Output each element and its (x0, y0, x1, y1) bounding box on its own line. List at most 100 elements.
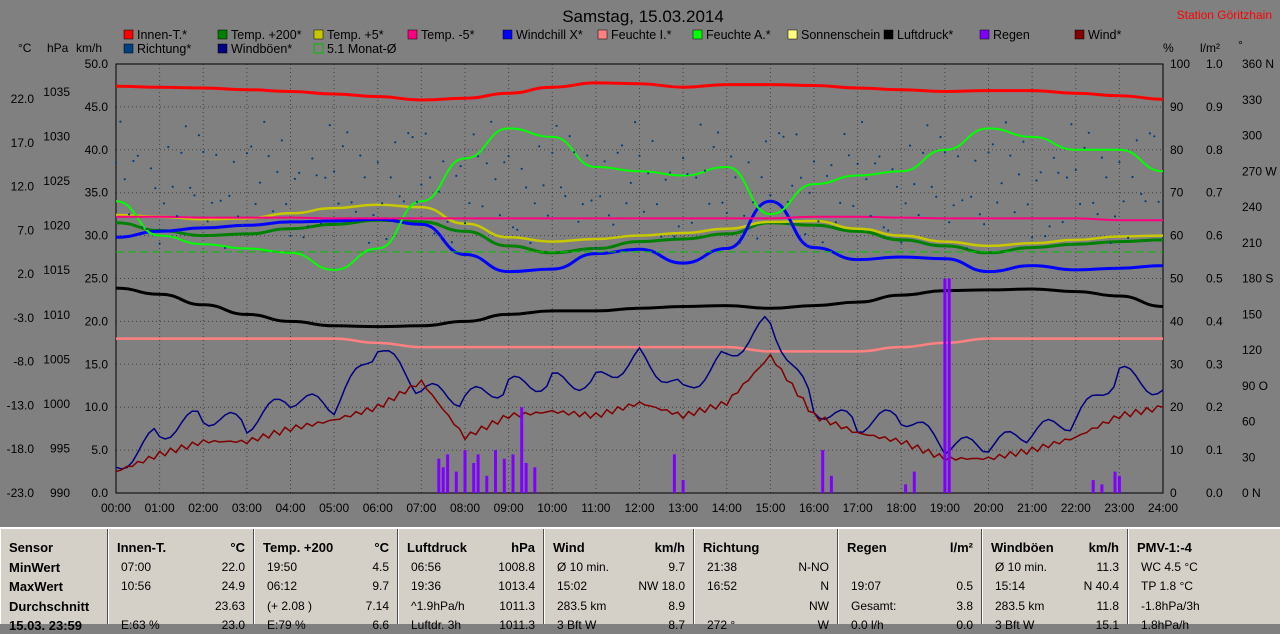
stats-panel-title: Innen-T. °C (117, 540, 245, 555)
tick-time: 06:00 (363, 501, 393, 515)
stats-row: TP 1.8 °C (1141, 579, 1193, 593)
tick-time: 18:00 (886, 501, 916, 515)
rain-bar (829, 475, 833, 493)
direction-point (791, 184, 794, 187)
tick-time: 19:00 (930, 501, 960, 515)
direction-point (856, 162, 859, 165)
rain-bar (454, 471, 458, 493)
rain-bar (472, 463, 476, 493)
direction-point (149, 167, 152, 170)
tick-kmh: 50.0 (85, 57, 109, 71)
tick-kmh: 30.0 (85, 229, 109, 243)
direction-point (167, 145, 170, 149)
direction-point (708, 202, 711, 205)
legend-swatch (597, 29, 608, 40)
direction-point (555, 124, 558, 127)
legend-swatch (979, 29, 990, 40)
tick-lm2: 0.6 (1206, 229, 1223, 243)
direction-point (433, 232, 436, 235)
tick-celsius: -8.0 (13, 355, 34, 369)
tick-celsius: -23.0 (7, 486, 35, 500)
direction-point (293, 177, 296, 180)
direction-point (668, 171, 672, 174)
stats-panel-title: Regen l/m² (847, 540, 973, 555)
direction-point (1035, 179, 1038, 182)
direction-point (407, 132, 410, 135)
tick-lm2: 1.0 (1206, 57, 1223, 71)
direction-point (267, 155, 270, 158)
rain-bar (502, 458, 506, 493)
legend-label: Richtung* (137, 42, 191, 56)
direction-point (1144, 200, 1147, 203)
tick-time: 21:00 (1017, 501, 1047, 515)
rain-bar (463, 450, 467, 493)
direction-point (629, 181, 632, 184)
direction-point (983, 223, 986, 226)
tick-celsius: 7.0 (17, 223, 34, 237)
direction-point (398, 195, 401, 198)
series-temp-5 (115, 203, 1164, 248)
direction-point (769, 194, 772, 197)
tick-deg: 210 (1242, 236, 1262, 250)
direction-point (1135, 139, 1138, 142)
tick-deg: 150 (1242, 307, 1262, 321)
stats-row: NW (809, 599, 829, 613)
stats-row-labels: Sensor MinWert MaxWert Durchschnitt 15.0… (0, 529, 108, 633)
direction-point (778, 132, 781, 135)
direction-point (333, 170, 336, 173)
tick-lm2: 0.4 (1206, 314, 1223, 328)
direction-point (1153, 135, 1156, 138)
direction-point (237, 215, 240, 218)
direction-point (860, 120, 864, 124)
direction-point (176, 215, 179, 218)
direction-point (677, 225, 680, 228)
direction-point (285, 203, 288, 206)
direction-point (477, 155, 480, 158)
stats-panel: Regen l/m² 19:07 0.5 Gesamt: 3.8 0.0 l/h 0.0 (838, 529, 982, 632)
direction-point (1022, 140, 1025, 143)
rain-bar (476, 454, 480, 493)
direction-point (952, 204, 955, 207)
direction-point (350, 201, 353, 204)
direction-point (939, 135, 942, 139)
stats-row: 21:38 N-NO (707, 560, 829, 574)
legend-swatch (313, 43, 324, 54)
series-wind (115, 353, 1164, 473)
direction-point (616, 151, 619, 154)
rain-bar (437, 458, 441, 493)
series-temp-200 (115, 218, 1164, 255)
direction-point (664, 178, 667, 181)
stats-row: 07:00 22.0 (121, 560, 245, 574)
direction-point (869, 214, 872, 218)
direction-point (1105, 176, 1108, 179)
direction-point (341, 145, 344, 148)
tick-time: 05:00 (319, 501, 349, 515)
direction-point (219, 199, 222, 202)
direction-point (756, 237, 759, 240)
direction-point (904, 202, 907, 205)
stats-row: Ε:63 % 23.0 (121, 618, 245, 632)
direction-point (468, 202, 471, 205)
direction-point (1079, 202, 1082, 206)
legend-swatch (123, 29, 134, 40)
tick-hpa: 990 (50, 486, 70, 500)
direction-point (442, 160, 445, 163)
direction-point (1083, 146, 1086, 149)
stats-row: Luftdr. 3h 1011.3 (411, 618, 535, 632)
tick-hpa: 1030 (43, 130, 70, 144)
direction-point (525, 186, 528, 189)
direction-point (847, 154, 851, 157)
direction-point (1061, 220, 1064, 224)
tick-time: 20:00 (973, 501, 1003, 515)
station-name: Station Göritzhain (1177, 8, 1272, 22)
direction-point (655, 203, 659, 206)
direction-point (280, 139, 283, 142)
direction-point (799, 176, 803, 179)
tick-hpa: 1015 (43, 263, 70, 277)
legend-swatch (1074, 29, 1085, 40)
direction-point (315, 174, 318, 177)
tick-celsius: 12.0 (11, 180, 35, 194)
direction-point (642, 210, 646, 213)
direction-point (900, 241, 903, 244)
direction-point (620, 144, 624, 147)
